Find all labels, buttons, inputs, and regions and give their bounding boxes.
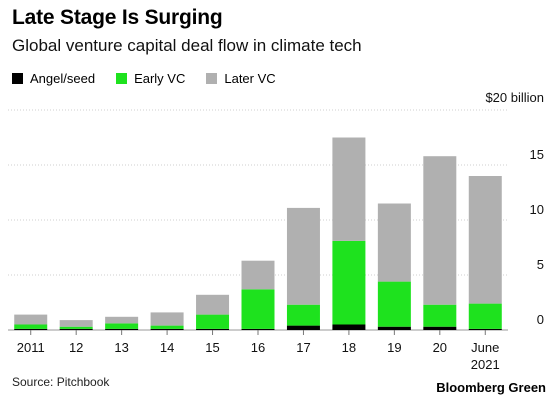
bar-early-5 — [241, 289, 275, 329]
bar-angel-8 — [377, 326, 411, 330]
bar-later-7 — [332, 137, 366, 241]
x-tick-label-1: 12 — [69, 340, 83, 355]
bar-later-2 — [105, 316, 139, 324]
bar-angel-3 — [150, 328, 184, 330]
y-tick-label-15: 15 — [530, 147, 544, 162]
x-tick-label-3: 14 — [160, 340, 174, 355]
bar-later-10 — [468, 176, 502, 304]
x-tick-label-2: 13 — [114, 340, 128, 355]
brand-logo: Bloomberg Green — [436, 380, 546, 395]
y-tick-label-20: $20 billion — [485, 90, 544, 105]
chart-title: Late Stage Is Surging — [12, 6, 223, 29]
bar-early-6 — [286, 304, 320, 326]
bar-angel-5 — [241, 328, 275, 330]
legend: Angel/seed Early VC Later VC — [12, 71, 297, 86]
source-note: Source: Pitchbook — [12, 375, 110, 389]
legend-item-angel-seed: Angel/seed — [12, 71, 95, 86]
bar-angel-6 — [286, 325, 320, 330]
bar-early-2 — [105, 323, 139, 329]
legend-item-later-vc: Later VC — [206, 71, 276, 86]
bar-early-1 — [59, 326, 93, 329]
bar-early-8 — [377, 281, 411, 327]
chart-subtitle: Global venture capital deal flow in clim… — [12, 36, 362, 55]
legend-item-early-vc: Early VC — [116, 71, 185, 86]
bar-later-5 — [241, 260, 275, 290]
bar-angel-0 — [14, 328, 48, 330]
bar-angel-2 — [105, 328, 139, 330]
bar-later-0 — [14, 314, 48, 325]
bar-early-9 — [423, 304, 457, 327]
bar-angel-9 — [423, 326, 457, 330]
x-tick-label-0: 2011 — [17, 340, 45, 355]
y-tick-label-10: 10 — [530, 202, 544, 217]
bar-later-6 — [286, 207, 320, 305]
bar-early-4 — [196, 314, 230, 329]
legend-swatch-later-vc — [206, 73, 218, 84]
legend-label-later-vc: Later VC — [224, 71, 276, 86]
x-tick-label-8: 19 — [387, 340, 401, 355]
bar-later-4 — [196, 294, 230, 315]
legend-swatch-angel-seed — [12, 73, 23, 84]
bar-later-8 — [377, 203, 411, 282]
bar-later-1 — [59, 320, 93, 327]
bar-early-7 — [332, 240, 366, 325]
bar-angel-1 — [59, 328, 93, 330]
legend-label-early-vc: Early VC — [134, 71, 186, 86]
x-tick-label-7: 18 — [342, 340, 356, 355]
bar-angel-10 — [468, 328, 502, 330]
bar-angel-7 — [332, 324, 366, 330]
bar-angel-4 — [196, 328, 230, 330]
x-tick-label-9: 20 — [433, 340, 447, 355]
x-tick-label-4: 15 — [205, 340, 219, 355]
bar-early-3 — [150, 325, 184, 329]
bar-early-0 — [14, 324, 48, 329]
x-tick-label-5: 16 — [251, 340, 265, 355]
x-tick-label-10: June 2021 — [471, 340, 500, 372]
y-tick-label-0: 0 — [537, 312, 544, 327]
x-tick-label-6: 17 — [296, 340, 310, 355]
legend-label-angel-seed: Angel/seed — [30, 71, 96, 86]
bar-early-10 — [468, 303, 502, 329]
legend-swatch-early-vc — [116, 73, 128, 84]
bar-later-3 — [150, 312, 184, 326]
bar-later-9 — [423, 156, 457, 305]
y-tick-label-5: 5 — [537, 257, 544, 272]
